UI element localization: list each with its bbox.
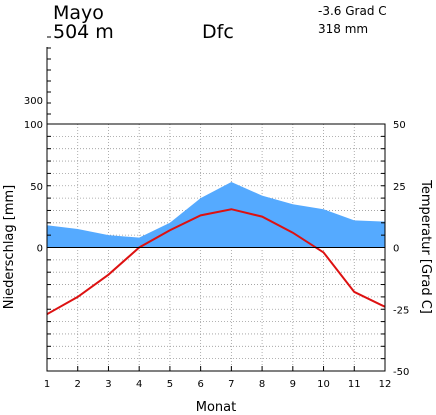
x-tick-label: 2 <box>75 379 81 390</box>
station-elevation: 504 m <box>53 21 114 43</box>
station-name: Mayo <box>53 2 104 24</box>
right-tick-label: -25 <box>393 305 409 316</box>
x-tick-label: 5 <box>167 379 173 390</box>
precipitation-area <box>47 182 385 248</box>
x-tick-label: 1 <box>44 379 50 390</box>
x-tick-label: 10 <box>317 379 330 390</box>
mean-temperature: -3.6 Grad C <box>318 4 387 18</box>
x-tick-label: 4 <box>136 379 142 390</box>
upper-scale-label: 300 <box>24 96 43 107</box>
right-tick-label: 50 <box>393 120 406 131</box>
upper-precip-scale: 300 <box>24 36 51 124</box>
left-axis-label: Niederschlag [mm] <box>2 185 17 310</box>
x-tick-label: 12 <box>379 379 392 390</box>
annual-precipitation: 318 mm <box>318 22 368 36</box>
x-tick-label: 3 <box>105 379 111 390</box>
climate-classification: Dfc <box>202 21 234 43</box>
right-tick-label: 25 <box>393 182 406 193</box>
x-tick-label: 6 <box>197 379 203 390</box>
x-axis-label: Monat <box>196 400 236 415</box>
right-tick-label: -50 <box>393 367 409 378</box>
right-tick-label: 0 <box>393 244 399 255</box>
left-tick-label: 0 <box>37 244 43 255</box>
right-axis-label: Temperatur [Grad C] <box>418 179 433 314</box>
right-axis-ticks: 50 25 0 -25 -50 <box>381 120 409 378</box>
x-tick-label: 11 <box>348 379 361 390</box>
x-tick-label: 8 <box>259 379 265 390</box>
temperature-line <box>46 208 386 316</box>
x-tick-label: 9 <box>290 379 296 390</box>
x-axis-ticks: 1 2 3 4 5 6 7 8 9 10 11 12 <box>44 366 392 390</box>
left-tick-label: 50 <box>30 182 43 193</box>
x-tick-label: 7 <box>228 379 234 390</box>
left-tick-label: 100 <box>24 120 43 131</box>
left-axis-ticks: 100 50 0 <box>24 120 51 372</box>
